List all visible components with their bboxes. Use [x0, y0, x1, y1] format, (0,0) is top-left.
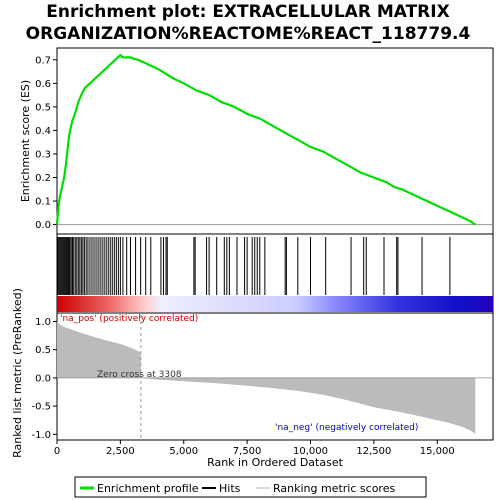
enrichment-profile-line [55, 53, 476, 226]
annotation-zero-cross: Zero cross at 3308 [97, 370, 182, 380]
es-y-tick-label: 0.6 [35, 79, 51, 90]
annotation-positive: 'na_pos' (positively correlated) [60, 314, 198, 324]
x-tick-label: 0 [54, 446, 60, 457]
es-y-tick-label: 0.1 [35, 197, 51, 208]
x-axis-label: Rank in Ordered Dataset [207, 456, 344, 469]
metric-y-tick-label: 0.0 [35, 373, 51, 384]
ranking-color-bar [57, 296, 493, 312]
metric-y-tick-label: 1.0 [35, 317, 51, 328]
metric-y-tick-label: -1.0 [31, 430, 51, 441]
metric-y-tick-label: 0.5 [35, 345, 51, 356]
legend-hits-label: Hits [219, 482, 241, 495]
legend: Enrichment profile Hits Ranking metric s… [74, 476, 427, 498]
metric-y-axis: 1.0 0.5 0.0 -0.5 -1.0 [31, 317, 57, 441]
es-y-tick-label: 0.4 [35, 126, 51, 137]
es-panel-frame [56, 47, 494, 235]
x-tick-label: 7,500 [233, 446, 262, 457]
enrichment-profile-series [55, 53, 476, 226]
annotation-negative: 'na_neg' (negatively correlated) [275, 423, 418, 433]
hits-series [57, 237, 451, 295]
metric-y-axis-label: Ranked list metric (PreRanked) [11, 288, 24, 458]
x-tick-label: 12,500 [356, 446, 391, 457]
legend-enrichment-label: Enrichment profile [97, 482, 199, 495]
es-y-tick-label: 0.0 [35, 220, 51, 231]
x-tick-label: 5,000 [169, 446, 198, 457]
metric-y-tick-label: -0.5 [31, 402, 51, 413]
legend-frame [74, 476, 427, 498]
chart-title-line2: ORGANIZATION%REACTOME%REACT_118779.4 [26, 24, 471, 44]
legend-ranking-label: Ranking metric scores [273, 482, 395, 495]
ranked-metric-series [57, 315, 493, 438]
es-y-tick-label: 0.3 [35, 149, 51, 160]
x-tick-label: 15,000 [420, 446, 455, 457]
es-y-tick-label: 0.2 [35, 173, 51, 184]
es-y-axis: 0.0 0.1 0.2 0.3 0.4 0.5 0.6 0.7 [35, 55, 57, 231]
x-tick-label: 2,500 [106, 446, 135, 457]
chart-title-line1: Enrichment plot: EXTRACELLULAR MATRIX [46, 2, 449, 22]
x-tick-label: 10,000 [293, 446, 328, 457]
es-y-tick-label: 0.7 [35, 55, 51, 66]
es-y-axis-label: Enrichment score (ES) [19, 80, 32, 202]
es-y-tick-label: 0.5 [35, 102, 51, 113]
ranked-metric-area [57, 321, 476, 434]
x-axis: 0 2,500 5,000 7,500 10,000 12,500 15,000 [54, 440, 455, 457]
